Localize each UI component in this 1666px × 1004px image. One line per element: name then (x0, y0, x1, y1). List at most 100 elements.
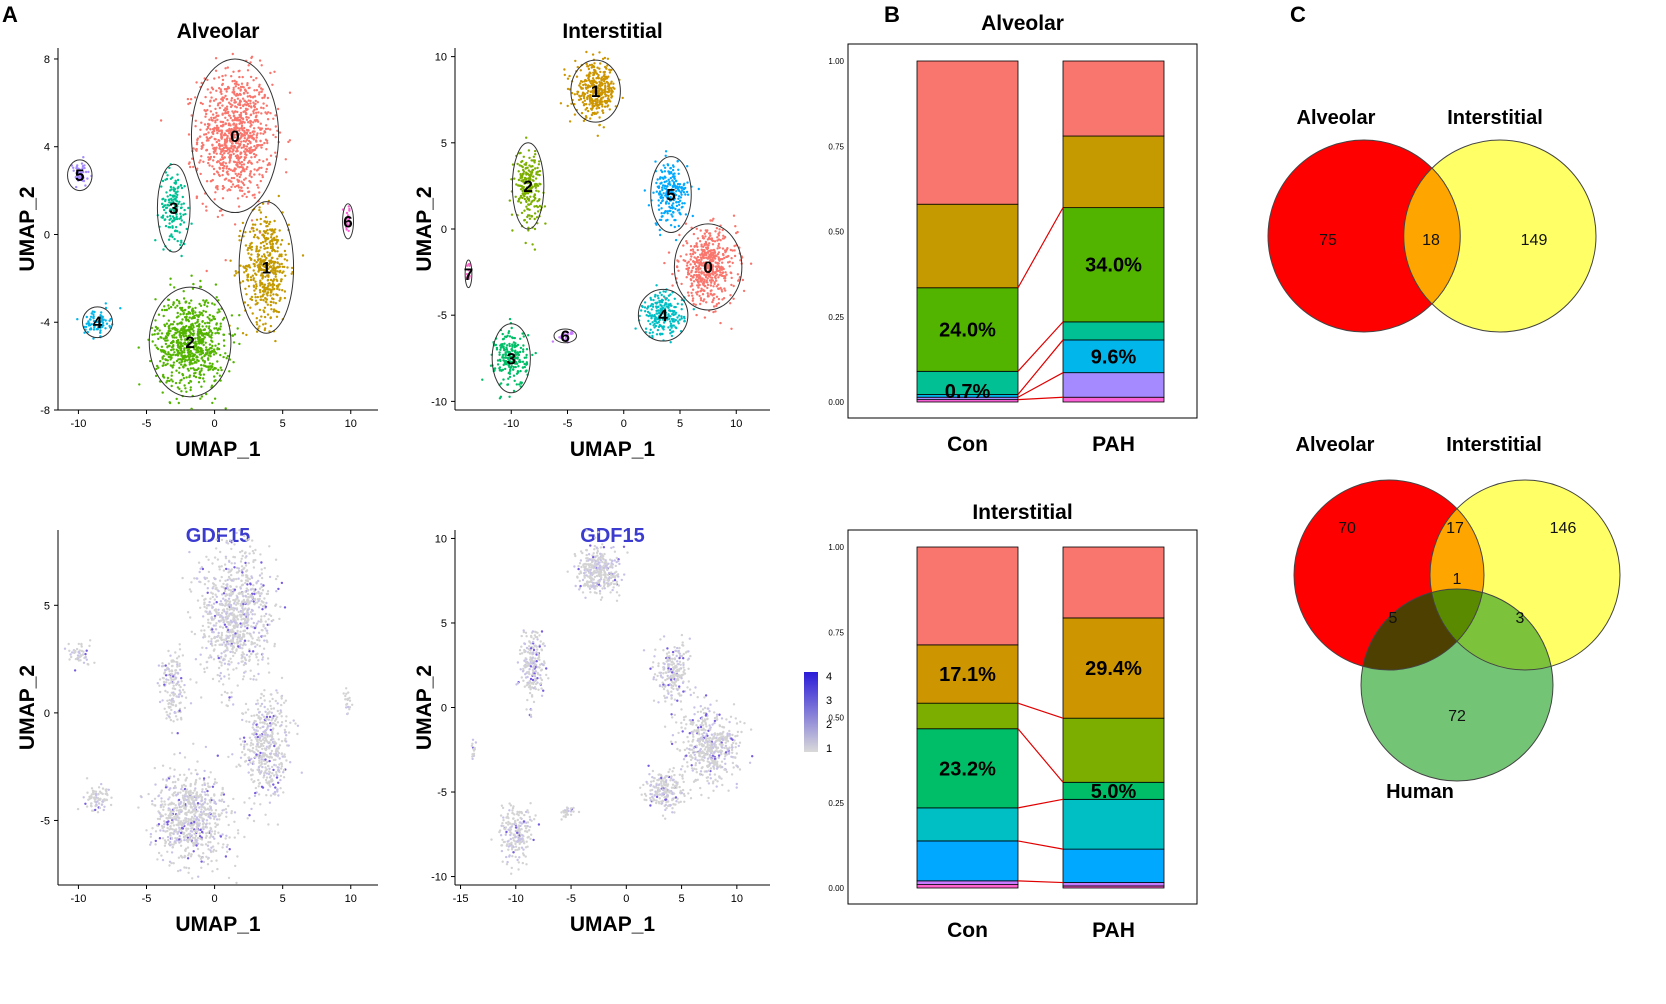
cell-point (229, 129, 232, 132)
cell-point (87, 170, 90, 174)
cell-point (648, 331, 651, 335)
cell-point (192, 165, 195, 169)
cell-point (217, 608, 220, 611)
cell-point (225, 357, 228, 360)
cell-point (250, 258, 253, 261)
cell-point (253, 89, 256, 92)
cell-point (246, 137, 249, 140)
cell-point (229, 103, 232, 106)
cell-point (178, 322, 181, 325)
cell-point (599, 103, 603, 106)
cell-point (687, 266, 691, 270)
cell-point (262, 285, 265, 288)
cell-point (242, 92, 246, 95)
cell-point (214, 107, 217, 111)
cell-point (277, 266, 280, 269)
cell-point (273, 266, 276, 269)
cell-point (603, 105, 607, 108)
cell-point (250, 575, 253, 578)
cell-point (481, 378, 484, 381)
cell-point (194, 375, 198, 379)
cell-point (523, 197, 527, 201)
cell-point (202, 309, 205, 313)
cell-point (270, 297, 274, 300)
cell-point (238, 129, 241, 132)
cell-point (206, 321, 209, 324)
cell-point (703, 242, 706, 246)
cell-point (667, 170, 670, 173)
cell-point (224, 352, 227, 355)
cell-point (171, 380, 174, 383)
cell-point (164, 342, 168, 346)
cell-point (227, 597, 231, 600)
cell-point (236, 601, 239, 604)
cell-point (232, 70, 235, 74)
cell-point (165, 322, 169, 325)
cell-point (233, 566, 236, 569)
cell-point (252, 121, 255, 124)
cell-point (194, 360, 197, 363)
cell-point (696, 274, 700, 277)
cell-point (208, 313, 211, 317)
cell-point (207, 161, 210, 165)
cell-point (251, 549, 255, 553)
cell-point (664, 154, 667, 157)
cell-point (260, 263, 263, 266)
cell-point (242, 183, 246, 187)
cell-point (695, 270, 698, 273)
cell-point (205, 205, 208, 208)
cell-point (257, 186, 260, 189)
cell-point (224, 557, 228, 560)
cell-point (161, 308, 164, 312)
cell-point (241, 117, 244, 120)
cell-point (584, 115, 588, 118)
cell-point (255, 218, 259, 221)
cell-point (263, 597, 266, 600)
cell-point (283, 249, 287, 253)
cell-point (264, 215, 268, 219)
cell-point (175, 225, 178, 229)
cell-point (226, 627, 229, 630)
cell-point (279, 297, 282, 301)
cell-point (167, 304, 170, 307)
cell-point (722, 234, 725, 237)
cell-point (164, 224, 168, 228)
cell-point (500, 369, 503, 372)
cell-point (241, 169, 245, 172)
y-tick-label: 5 (441, 138, 447, 150)
cell-point (253, 193, 256, 196)
cell-point (726, 247, 729, 250)
cell-point (713, 255, 716, 258)
cell-point (585, 74, 589, 77)
cell-point (278, 283, 281, 286)
cell-point (279, 280, 283, 283)
cell-point (160, 345, 164, 348)
cell-point (215, 111, 218, 115)
cell-point (249, 297, 252, 301)
cell-point (234, 172, 237, 175)
cell-point (160, 332, 164, 335)
cluster-label: 2 (185, 333, 194, 352)
cell-point (522, 168, 525, 172)
cell-point (247, 99, 250, 102)
cell-point (705, 301, 708, 304)
cell-point (231, 183, 235, 186)
cell-point (706, 281, 709, 284)
cell-point (191, 308, 194, 312)
cell-point (660, 215, 663, 218)
cell-point (227, 677, 231, 680)
cell-point (206, 591, 209, 594)
cell-point (206, 357, 210, 360)
cell-point (271, 280, 275, 283)
cell-point (176, 230, 179, 233)
cell-point (652, 298, 655, 302)
cell-point (167, 319, 170, 322)
cell-point (211, 362, 214, 366)
cell-point (734, 225, 737, 228)
cell-point (266, 291, 270, 294)
cell-point (242, 167, 245, 170)
cell-point (517, 170, 520, 173)
cell-point (231, 540, 234, 543)
cell-point (228, 159, 232, 162)
